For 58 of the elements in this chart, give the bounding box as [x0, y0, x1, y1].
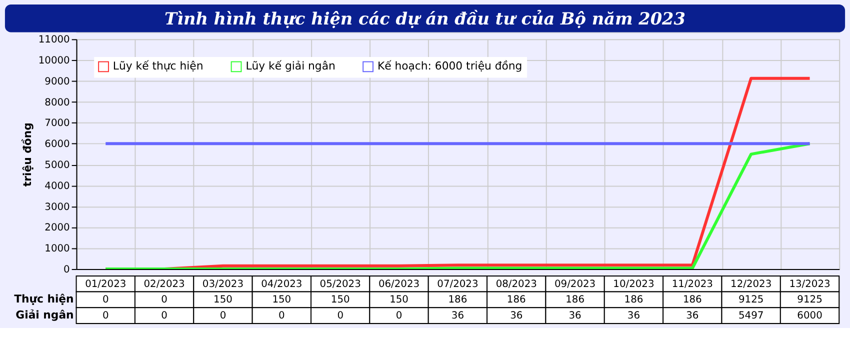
- x-tick-label: 10/2023: [613, 278, 654, 290]
- x-tick-label: 01/2023: [85, 278, 126, 290]
- text: Thực hiện: [14, 292, 74, 306]
- y-tick-label: 2000: [44, 222, 70, 234]
- y-tick-label: 0: [64, 264, 70, 276]
- data-label: 150: [272, 294, 292, 306]
- y-tick-label: 3000: [44, 202, 70, 213]
- data-label: 9125: [797, 294, 822, 306]
- x-tick-label: 13/2023: [789, 278, 830, 290]
- data-label: 186: [448, 294, 468, 306]
- data-label: 36: [510, 310, 523, 322]
- text: Giải ngân: [16, 308, 74, 322]
- data-label: 186: [624, 294, 644, 306]
- legend-label: Lũy kế thực hiện: [112, 60, 204, 73]
- data-label: 0: [161, 310, 168, 322]
- x-tick-label: 05/2023: [320, 278, 361, 290]
- y-axis-title: triệu đồng: [21, 122, 34, 187]
- data-label: 5497: [738, 310, 764, 322]
- data-label: 0: [161, 294, 168, 306]
- legend-label: Lũy kế giải ngân: [246, 60, 336, 73]
- y-tick-label: 7000: [44, 118, 70, 130]
- y-tick-label: 1000: [44, 244, 70, 255]
- x-tick-label: 11/2023: [672, 278, 713, 290]
- x-tick-label: 09/2023: [554, 278, 596, 290]
- data-label: 36: [451, 310, 464, 322]
- x-tick-label: 08/2023: [496, 278, 537, 290]
- data-label: 0: [220, 310, 226, 322]
- data-label: 0: [278, 310, 285, 322]
- data-label: 0: [396, 310, 402, 322]
- data-label: 186: [566, 294, 584, 306]
- data-label: 150: [330, 294, 350, 306]
- data-label: 9125: [738, 294, 764, 306]
- y-tick-label: 10000: [38, 56, 70, 67]
- data-label: 0: [102, 310, 109, 322]
- data-label: 0: [102, 294, 109, 306]
- data-label: 36: [568, 310, 582, 322]
- x-tick-label: 02/2023: [144, 278, 185, 290]
- y-tick-label: 6000: [44, 139, 70, 150]
- data-label: 36: [627, 310, 640, 322]
- x-tick-label: 03/2023: [202, 278, 244, 290]
- y-tick-label: 9000: [44, 76, 70, 88]
- y-tick-label: 11000: [38, 34, 70, 46]
- y-tick-label: 5000: [44, 160, 70, 172]
- data-label: 150: [390, 294, 408, 306]
- data-label: 186: [682, 294, 702, 306]
- data-label: 150: [214, 294, 232, 306]
- data-label: 0: [337, 310, 344, 322]
- x-tick-label: 06/2023: [378, 278, 420, 290]
- legend-label: Kế hoạch: 6000 triệu đồng: [377, 60, 522, 73]
- data-label: 186: [506, 294, 526, 306]
- x-tick-label: 04/2023: [261, 278, 302, 290]
- y-tick-label: 4000: [44, 180, 70, 192]
- x-tick-label: 12/2023: [730, 278, 772, 290]
- chart-title: Tình hình thực hiện các dự án đầu tư của Bộ năm 2023: [164, 8, 686, 28]
- y-tick-label: 8000: [44, 97, 70, 108]
- x-tick-label: 07/2023: [437, 278, 478, 290]
- data-label: 6000: [797, 310, 822, 322]
- data-label: 36: [686, 310, 699, 322]
